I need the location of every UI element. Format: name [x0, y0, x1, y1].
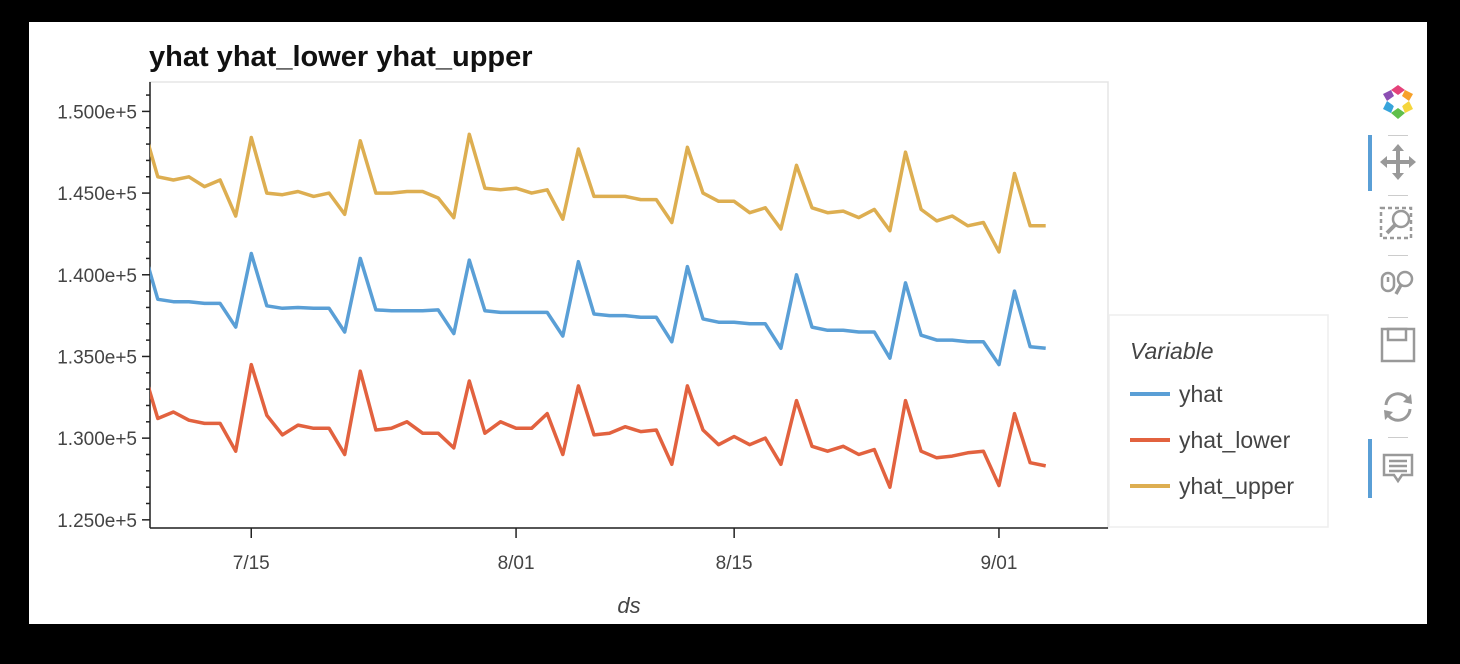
legend-title: Variable: [1130, 338, 1214, 364]
y-tick-label: 1.350e+5: [57, 347, 137, 368]
hover-active-indicator: [1368, 439, 1372, 498]
bokeh-logo-icon[interactable]: [1378, 82, 1418, 122]
x-tick-label: 7/15: [233, 553, 270, 574]
toolbar: [1364, 77, 1424, 527]
y-tick-label: 1.300e+5: [57, 429, 137, 450]
series-line-yhat-upper[interactable]: [127, 123, 1046, 254]
chart-panel: yhat yhat_lower yhat_upper 1.250e+5 1.300…: [29, 22, 1427, 624]
y-tick-label: 1.500e+5: [57, 102, 137, 123]
plot-lines: [127, 123, 1047, 489]
y-axis: 1.250e+5 1.300e+5 1.350e+5 1.400e+5 1.450e+5…: [57, 82, 151, 532]
x-tick-label: 9/01: [980, 553, 1017, 574]
x-axis: 7/15 8/01 8/15 9/01: [150, 527, 1108, 574]
y-tick-label: 1.450e+5: [57, 184, 137, 205]
hover-icon[interactable]: [1378, 449, 1418, 489]
plot-area[interactable]: [149, 81, 1109, 529]
pan-active-indicator: [1368, 135, 1372, 191]
box-zoom-icon[interactable]: [1378, 202, 1418, 242]
legend-item-label[interactable]: yhat_lower: [1179, 427, 1291, 453]
y-tick-label: 1.400e+5: [57, 266, 137, 287]
pan-icon[interactable]: [1378, 142, 1418, 182]
series-line-yhat[interactable]: [127, 245, 1046, 367]
save-icon[interactable]: [1378, 325, 1418, 365]
reset-icon[interactable]: [1378, 387, 1418, 427]
chart-title: yhat yhat_lower yhat_upper: [149, 41, 533, 73]
wheel-zoom-icon[interactable]: [1378, 262, 1418, 302]
series-line-yhat-lower[interactable]: [127, 362, 1047, 489]
x-tick-label: 8/01: [498, 553, 535, 574]
legend-item-label[interactable]: yhat_upper: [1179, 473, 1294, 499]
x-axis-label: ds: [617, 593, 640, 618]
x-tick-label: 8/15: [716, 553, 753, 574]
legend: Variable yhat yhat_lower yhat_upper: [1108, 314, 1329, 528]
y-tick-label: 1.250e+5: [57, 511, 137, 532]
chart: yhat yhat_lower yhat_upper 1.250e+5 1.300…: [57, 41, 1329, 618]
legend-item-label[interactable]: yhat: [1179, 381, 1223, 407]
